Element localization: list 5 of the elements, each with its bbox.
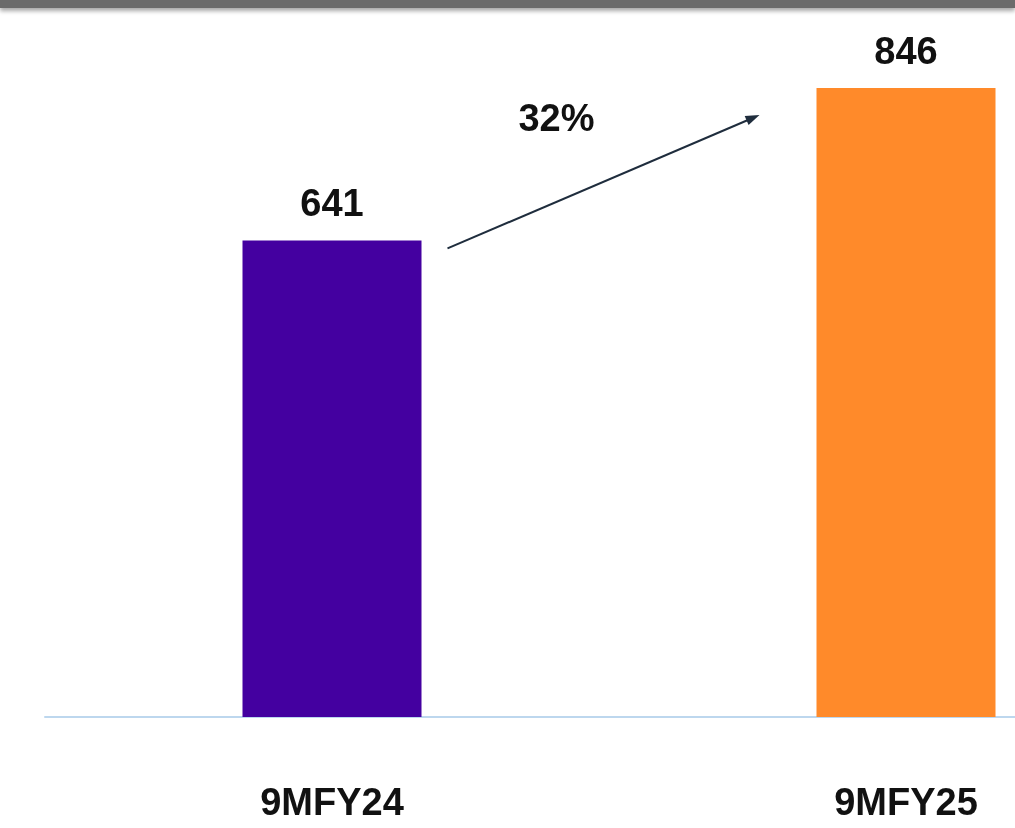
data-label: 641 bbox=[300, 182, 364, 225]
x-tick-label: 9MFY25 bbox=[834, 781, 978, 823]
data-label: 846 bbox=[874, 30, 938, 72]
annotation: 32% bbox=[518, 96, 595, 139]
x-tick-label: 9MFY24 bbox=[260, 781, 404, 823]
